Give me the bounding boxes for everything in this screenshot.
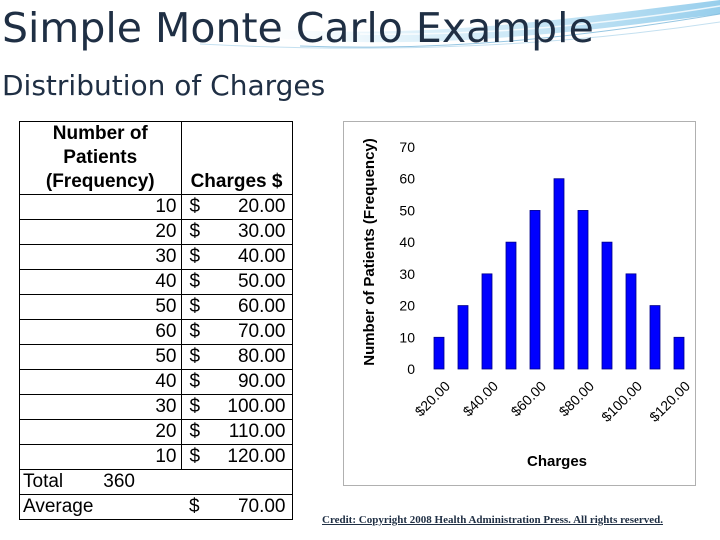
currency-cell: $ <box>181 319 222 345</box>
charge-cell: 80.00 <box>221 344 293 370</box>
currency-cell: $ <box>181 344 222 370</box>
charge-cell: 20.00 <box>221 194 293 220</box>
bar <box>601 241 613 370</box>
bar <box>457 305 469 370</box>
header-charges: Charges $ <box>181 121 293 195</box>
currency-cell: $ <box>181 444 222 470</box>
x-tick-label: $20.00 <box>412 378 454 420</box>
table-row: 30 $100.00 <box>19 394 293 420</box>
y-tick-label: 10 <box>399 329 415 345</box>
frequency-cell: 30 <box>19 244 182 270</box>
x-tick-label: $80.00 <box>556 378 598 420</box>
y-tick-label: 30 <box>399 266 415 282</box>
bar <box>433 336 445 370</box>
frequency-cell: 60 <box>19 319 182 345</box>
x-tick-label: $120.00 <box>646 378 693 425</box>
frequency-cell: 20 <box>19 219 182 245</box>
x-tick-label: $60.00 <box>508 378 550 420</box>
bar <box>625 273 637 370</box>
frequency-cell: 20 <box>19 419 182 445</box>
bars <box>433 178 685 370</box>
charge-cell: 110.00 <box>221 419 293 445</box>
table-body: 10 $20.00 20 $30.00 30 $40.00 40 $50.00 50 $60.00… <box>19 194 293 470</box>
currency-cell: $ <box>181 369 222 395</box>
table-row: 20 $30.00 <box>19 219 293 245</box>
table-row: 50 $60.00 <box>19 294 293 320</box>
table-row: 60 $70.00 <box>19 319 293 345</box>
bar <box>505 241 517 370</box>
currency-cell: $ <box>181 294 222 320</box>
table-row: 30 $40.00 <box>19 244 293 270</box>
currency-cell: $ <box>181 219 222 245</box>
y-tick-label: 50 <box>399 202 415 218</box>
frequency-cell: 40 <box>19 269 182 295</box>
table-row: 40 $50.00 <box>19 269 293 295</box>
charge-cell: 120.00 <box>221 444 293 470</box>
y-tick-label: 40 <box>399 234 415 250</box>
table-row: 40 $90.00 <box>19 369 293 395</box>
slide-title: Simple Monte Carlo Example <box>2 4 594 52</box>
header-frequency: Number of Patients (Frequency) <box>19 121 182 195</box>
y-tick-label: 20 <box>399 298 415 314</box>
bar <box>481 273 493 370</box>
bar <box>649 305 661 370</box>
frequency-bar-chart: 0 10 20 30 40 50 60 70 $20.00 $40.00 $60.00 $80.00… <box>361 138 694 470</box>
frequency-cell: 30 <box>19 394 182 420</box>
currency-cell: $ <box>181 419 222 445</box>
y-tick-label: 60 <box>399 171 415 187</box>
frequency-table: Number of Patients (Frequency) Charges $… <box>19 121 293 520</box>
y-axis: 0 10 20 30 40 50 60 70 <box>399 139 415 377</box>
bar <box>673 336 685 370</box>
x-axis-label: Charges <box>527 453 587 470</box>
charge-cell: 60.00 <box>221 294 293 320</box>
charge-cell: 50.00 <box>221 269 293 295</box>
average-label: Average <box>19 494 181 520</box>
total-label: Total <box>23 471 64 492</box>
x-tick-label: $100.00 <box>598 378 645 425</box>
average-row: Average $ 70.00 <box>19 494 293 520</box>
currency-cell: $ <box>181 394 222 420</box>
table-row: 10 $20.00 <box>19 194 293 220</box>
charge-cell: 40.00 <box>221 244 293 270</box>
x-axis: $20.00 $40.00 $60.00 $80.00 $100.00 $120.00 <box>412 378 694 425</box>
charge-cell: 90.00 <box>221 369 293 395</box>
y-tick-label: 70 <box>399 139 415 155</box>
charge-cell: 100.00 <box>221 394 293 420</box>
slide-subtitle: Distribution of Charges <box>2 69 326 102</box>
table-row: 50 $80.00 <box>19 344 293 370</box>
header-swoosh-decoration <box>199 0 720 49</box>
currency-cell: $ <box>181 244 222 270</box>
charge-cell: 30.00 <box>221 219 293 245</box>
table-row: 10 $120.00 <box>19 444 293 470</box>
x-tick-label: $40.00 <box>460 378 502 420</box>
bar <box>577 210 589 370</box>
total-row: Total 360 <box>19 469 293 495</box>
average-currency: $ <box>181 494 222 520</box>
currency-cell: $ <box>181 194 222 220</box>
frequency-cell: 10 <box>19 194 182 220</box>
y-tick-label: 0 <box>407 361 415 377</box>
bar <box>529 210 541 370</box>
credit-link[interactable]: Credit: Copyright 2008 Health Administra… <box>322 514 663 526</box>
total-value: 360 <box>103 471 135 492</box>
table-header-row: Number of Patients (Frequency) Charges $ <box>19 121 293 195</box>
frequency-cell: 10 <box>19 444 182 470</box>
table-row: 20 $110.00 <box>19 419 293 445</box>
charge-cell: 70.00 <box>221 319 293 345</box>
frequency-cell: 50 <box>19 344 182 370</box>
frequency-cell: 50 <box>19 294 182 320</box>
frequency-cell: 40 <box>19 369 182 395</box>
y-axis-label: Number of Patients (Frequency) <box>361 138 378 366</box>
currency-cell: $ <box>181 269 222 295</box>
chart-frame <box>343 121 696 486</box>
bar <box>553 178 565 370</box>
average-value: 70.00 <box>221 494 293 520</box>
